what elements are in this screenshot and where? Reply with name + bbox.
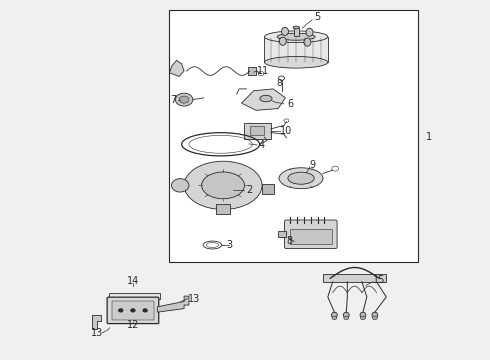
Polygon shape xyxy=(157,296,189,312)
Bar xyxy=(262,184,274,194)
Text: 13: 13 xyxy=(91,328,103,338)
Circle shape xyxy=(119,309,122,312)
Bar xyxy=(250,126,265,135)
Text: 12: 12 xyxy=(127,320,139,330)
FancyBboxPatch shape xyxy=(285,220,337,249)
Text: 15: 15 xyxy=(373,275,385,285)
Ellipse shape xyxy=(306,28,313,36)
Text: 10: 10 xyxy=(280,126,293,136)
Circle shape xyxy=(143,309,147,312)
Text: 4: 4 xyxy=(259,140,265,150)
Text: 13: 13 xyxy=(188,294,200,303)
Circle shape xyxy=(332,316,337,320)
Ellipse shape xyxy=(265,31,328,42)
Ellipse shape xyxy=(265,57,328,68)
Text: 3: 3 xyxy=(226,240,232,250)
Ellipse shape xyxy=(343,312,349,318)
Text: 9: 9 xyxy=(309,159,315,170)
Bar xyxy=(244,123,271,139)
Circle shape xyxy=(372,316,377,320)
Polygon shape xyxy=(242,89,286,111)
Ellipse shape xyxy=(172,179,189,192)
Polygon shape xyxy=(93,315,101,329)
FancyBboxPatch shape xyxy=(107,297,159,324)
Circle shape xyxy=(361,316,366,320)
Polygon shape xyxy=(170,60,184,76)
Text: 7: 7 xyxy=(170,95,176,105)
Ellipse shape xyxy=(372,312,378,318)
Bar xyxy=(248,67,256,75)
Ellipse shape xyxy=(279,37,286,45)
Ellipse shape xyxy=(288,172,314,184)
Text: 5: 5 xyxy=(314,13,320,22)
Bar xyxy=(112,301,154,320)
Text: 8: 8 xyxy=(287,237,293,247)
Ellipse shape xyxy=(279,168,323,189)
Ellipse shape xyxy=(331,312,337,318)
Ellipse shape xyxy=(184,161,262,210)
Bar xyxy=(294,27,299,36)
Circle shape xyxy=(344,316,349,320)
Bar xyxy=(170,10,418,262)
Ellipse shape xyxy=(360,312,366,318)
Text: 14: 14 xyxy=(127,276,139,286)
Text: 11: 11 xyxy=(257,66,270,76)
Ellipse shape xyxy=(260,95,272,102)
Ellipse shape xyxy=(277,33,315,40)
Text: 8: 8 xyxy=(276,79,282,88)
Circle shape xyxy=(175,93,193,106)
Text: 6: 6 xyxy=(288,99,294,109)
Ellipse shape xyxy=(304,38,311,46)
Bar xyxy=(290,229,332,244)
Bar xyxy=(323,274,386,282)
Text: 2: 2 xyxy=(246,185,252,195)
Circle shape xyxy=(179,96,189,103)
Bar xyxy=(216,204,230,215)
Ellipse shape xyxy=(293,26,299,29)
Ellipse shape xyxy=(202,172,245,199)
Bar xyxy=(265,37,328,62)
Text: 1: 1 xyxy=(426,132,432,142)
Ellipse shape xyxy=(281,27,289,36)
Bar xyxy=(109,293,160,299)
Circle shape xyxy=(131,309,135,312)
Bar xyxy=(278,231,287,237)
